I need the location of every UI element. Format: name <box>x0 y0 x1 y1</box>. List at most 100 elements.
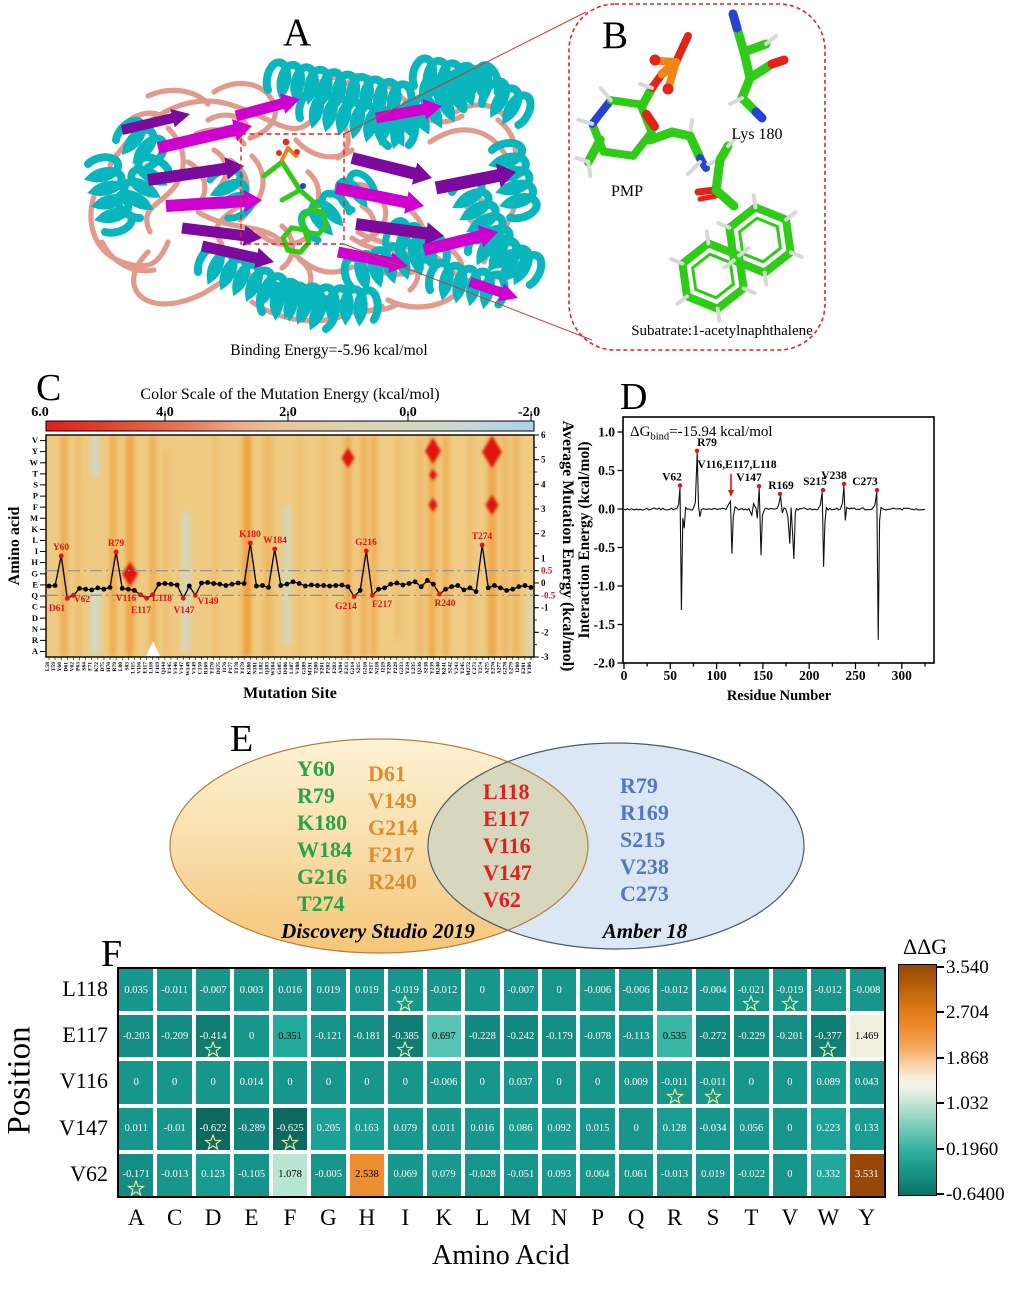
svg-text:1: 1 <box>541 553 546 563</box>
svg-text:G: G <box>31 568 38 578</box>
svg-text:C150: C150 <box>198 662 204 674</box>
svg-text:-1.0: -1.0 <box>594 579 616 594</box>
svg-text:H: H <box>31 557 38 567</box>
svg-text:-1.5: -1.5 <box>594 617 616 632</box>
svg-text:K241: K241 <box>442 662 448 675</box>
svg-text:E276: E276 <box>490 662 496 674</box>
svg-text:C273: C273 <box>620 881 669 906</box>
svg-text:G185: G185 <box>277 662 283 675</box>
svg-text:K180: K180 <box>246 662 252 675</box>
svg-text:Q236: Q236 <box>417 662 423 675</box>
svg-text:0.5: 0.5 <box>541 566 553 576</box>
svg-text:F: F <box>101 933 122 975</box>
svg-text:L279: L279 <box>509 662 515 674</box>
svg-text:V116: V116 <box>137 662 143 674</box>
svg-text:K72: K72 <box>94 662 100 672</box>
svg-text:M: M <box>30 513 38 523</box>
svg-text:P177: P177 <box>228 662 234 674</box>
svg-text:D61: D61 <box>49 604 66 614</box>
svg-text:H76: H76 <box>106 662 112 672</box>
svg-text:D: D <box>32 613 38 623</box>
svg-text:1.0: 1.0 <box>598 425 615 440</box>
svg-text:2: 2 <box>541 529 546 539</box>
svg-text:S242: S242 <box>448 662 454 674</box>
svg-text:Y60: Y60 <box>53 543 70 553</box>
svg-text:K: K <box>31 524 38 534</box>
svg-text:G216: G216 <box>297 864 347 889</box>
svg-text:0: 0 <box>541 578 546 588</box>
svg-text:4: 4 <box>541 479 546 489</box>
svg-text:I176: I176 <box>222 662 228 673</box>
svg-text:V62: V62 <box>74 595 91 605</box>
svg-text:L182: L182 <box>259 662 265 674</box>
svg-text:F217: F217 <box>372 600 392 610</box>
svg-text:E213: E213 <box>344 662 350 674</box>
svg-text:Subatrate:1-acetylnaphthalene: Subatrate:1-acetylnaphthalene <box>631 323 813 339</box>
svg-text:Q144: Q144 <box>161 662 167 675</box>
svg-text:150: 150 <box>753 668 774 683</box>
svg-text:250: 250 <box>845 668 866 683</box>
svg-text:R79: R79 <box>297 783 335 808</box>
svg-text:R: R <box>32 635 39 645</box>
svg-text:I219: I219 <box>381 662 387 673</box>
svg-text:E117: E117 <box>483 806 529 831</box>
svg-text:E: E <box>230 718 253 760</box>
svg-text:I: I <box>35 546 39 556</box>
svg-text:N: N <box>32 624 39 634</box>
svg-text:Mutation Site: Mutation Site <box>243 685 337 702</box>
svg-text:T59: T59 <box>51 662 57 671</box>
svg-text:D186: D186 <box>283 662 289 674</box>
svg-text:R79: R79 <box>620 773 658 798</box>
svg-text:N181: N181 <box>252 662 258 674</box>
svg-text:A275: A275 <box>484 662 490 674</box>
svg-text:V147: V147 <box>736 472 762 484</box>
svg-text:Amber 18: Amber 18 <box>601 919 688 943</box>
svg-text:T: T <box>32 469 38 479</box>
svg-text:0.5: 0.5 <box>598 463 615 478</box>
svg-text:5: 5 <box>541 455 546 465</box>
svg-text:V: V <box>32 435 39 445</box>
svg-text:-3: -3 <box>541 652 549 662</box>
svg-text:Y245: Y245 <box>460 662 466 674</box>
svg-text:V116: V116 <box>483 833 531 858</box>
svg-text:A: A <box>32 646 39 656</box>
svg-text:T274: T274 <box>472 532 493 542</box>
svg-text:Color Scale of the Mutation En: Color Scale of the Mutation Energy (kcal… <box>140 386 439 403</box>
svg-text:I280: I280 <box>515 662 521 673</box>
svg-text:W184: W184 <box>263 536 287 546</box>
svg-text:-0.5: -0.5 <box>594 540 616 555</box>
svg-text:E: E <box>32 580 38 590</box>
svg-text:W184: W184 <box>271 662 277 676</box>
svg-text:T178: T178 <box>234 662 240 674</box>
svg-text:PMP: PMP <box>611 183 643 200</box>
svg-text:L187: L187 <box>289 662 295 674</box>
svg-text:L: L <box>32 535 38 545</box>
svg-text:T274: T274 <box>478 662 484 674</box>
svg-text:V116: V116 <box>116 594 137 604</box>
svg-text:V149: V149 <box>191 662 197 674</box>
svg-text:S215: S215 <box>620 827 665 852</box>
svg-text:S238: S238 <box>423 662 429 674</box>
svg-text:D61: D61 <box>63 662 69 672</box>
svg-text:Residue Number: Residue Number <box>727 688 832 704</box>
svg-text:C273: C273 <box>472 662 478 674</box>
svg-text:M191: M191 <box>307 662 313 676</box>
svg-text:R240: R240 <box>368 869 417 894</box>
svg-text:L58: L58 <box>45 662 51 671</box>
svg-text:D175: D175 <box>216 662 222 674</box>
svg-text:Y145: Y145 <box>167 662 173 674</box>
svg-text:K180: K180 <box>239 530 261 540</box>
svg-text:T274: T274 <box>297 891 345 916</box>
svg-text:R79: R79 <box>697 437 717 449</box>
svg-text:R240: R240 <box>436 662 442 674</box>
svg-text:W148: W148 <box>185 662 191 676</box>
svg-text:G214: G214 <box>368 815 418 840</box>
svg-text:V149: V149 <box>197 597 218 607</box>
svg-text:E117: E117 <box>131 606 151 616</box>
svg-text:L235: L235 <box>411 662 417 674</box>
svg-text:E281: E281 <box>521 662 527 674</box>
svg-text:A277: A277 <box>497 662 503 674</box>
svg-text:V243: V243 <box>454 662 460 674</box>
svg-text:R169: R169 <box>620 800 669 825</box>
svg-text:G214: G214 <box>335 602 357 612</box>
